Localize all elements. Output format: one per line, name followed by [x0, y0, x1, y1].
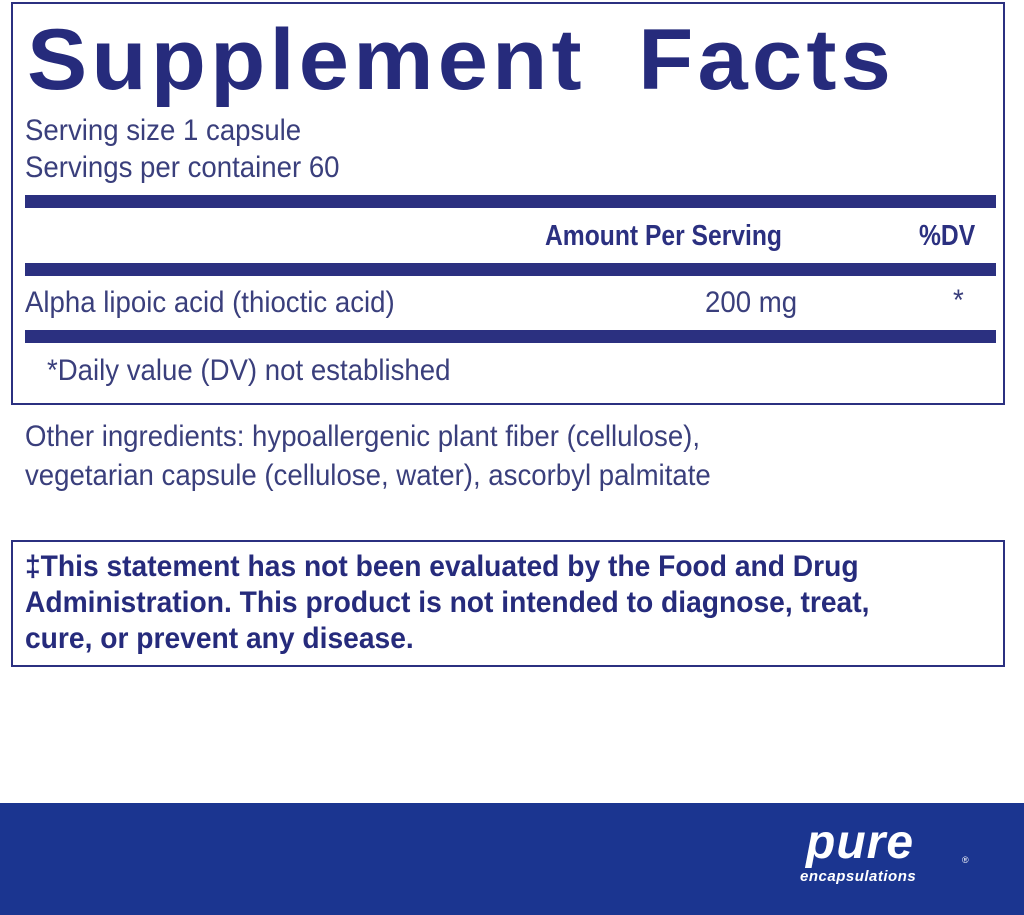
ingredient-dv: * [953, 284, 964, 317]
header-amount: Amount Per Serving [545, 220, 782, 252]
disclaimer-line1: ‡This statement has not been evaluated b… [25, 550, 859, 583]
servings-per-container: Servings per container 60 [25, 151, 340, 184]
serving-size: Serving size 1 capsule [25, 114, 302, 147]
divider-bar [25, 330, 996, 343]
disclaimer-line3: cure, or prevent any disease. [25, 622, 414, 655]
registered-mark: ® [962, 855, 969, 865]
dv-footnote: *Daily value (DV) not established [47, 354, 451, 387]
ingredient-name: Alpha lipoic acid (thioctic acid) [25, 286, 395, 319]
brand-footer: pure encapsulations ® [0, 803, 1024, 915]
divider-bar [25, 263, 996, 276]
other-ingredients-line2: vegetarian capsule (cellulose, water), a… [25, 459, 711, 492]
disclaimer-line2: Administration. This product is not inte… [25, 586, 870, 619]
fda-disclaimer-box: ‡This statement has not been evaluated b… [11, 540, 1005, 667]
divider-bar [25, 195, 996, 208]
brand-logo-sub: encapsulations [800, 868, 917, 885]
supplement-facts-panel: Supplement Facts Serving size 1 capsule … [11, 2, 1005, 405]
brand-logo: pure [806, 816, 915, 869]
ingredient-amount: 200 mg [705, 286, 798, 319]
other-ingredients-line1: Other ingredients: hypoallergenic plant … [25, 420, 701, 453]
header-dv: %DV [919, 220, 976, 252]
panel-title: Supplement Facts [27, 12, 896, 108]
